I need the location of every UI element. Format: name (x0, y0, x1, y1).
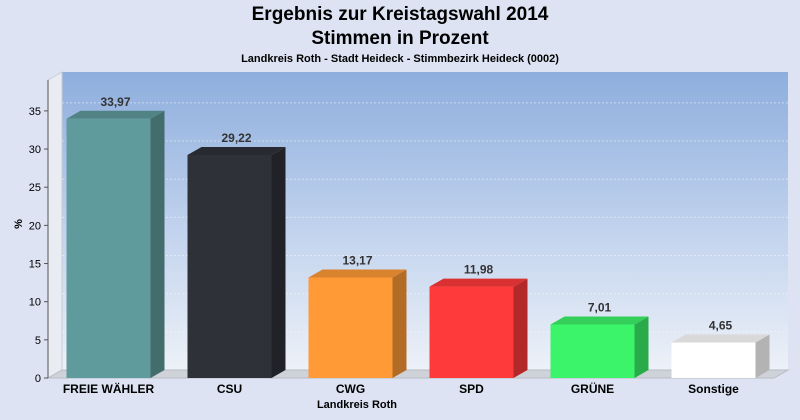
x-tick-label: GRÜNE (571, 381, 614, 396)
bar-grüne: 7,01 (550, 301, 649, 378)
plot-left-wall (47, 71, 63, 379)
bar-side (634, 316, 649, 378)
x-tick-label: SPD (459, 382, 484, 396)
bar-side (271, 147, 286, 378)
bar-side (755, 334, 770, 378)
y-axis: 0 5 10 15 20 25 30 35 (29, 80, 49, 385)
y-tick-label: 10 (29, 297, 41, 309)
plot-back-wall (62, 72, 788, 370)
value-label: 33,97 (100, 95, 130, 109)
bar-front (429, 286, 514, 378)
bar-sonstige: 4,65 (671, 319, 770, 378)
y-tick-label: 5 (35, 335, 41, 347)
y-axis-title: % (13, 219, 25, 229)
y-tick-label: 20 (29, 220, 41, 232)
bar-front (66, 118, 151, 379)
x-tick-label: Sonstige (688, 382, 739, 396)
bar-freie-wähler: 33,97 (66, 95, 165, 379)
y-tick-label: 15 (29, 259, 41, 271)
bar-top (187, 147, 286, 156)
y-tick-label: 30 (29, 144, 41, 156)
value-label: 29,22 (221, 131, 251, 145)
bar-top (308, 269, 407, 278)
y-tick-label: 0 (35, 373, 41, 385)
bar-csu: 29,22 (187, 131, 286, 378)
bar-spd: 11,98 (429, 263, 528, 378)
bar-front (671, 342, 756, 378)
y-tick-label: 35 (29, 106, 41, 118)
bar-front (187, 155, 272, 378)
bar-top (429, 278, 528, 287)
grid-lines (62, 102, 788, 333)
value-label: 13,17 (342, 253, 372, 267)
chart-title-line-1: Ergebnis zur Kreistagswahl 2014 (251, 4, 549, 25)
x-tick-label: CWG (336, 382, 365, 396)
x-tick-label: FREIE WÄHLER (63, 381, 155, 396)
bar-top (671, 334, 770, 343)
bar-front (308, 277, 393, 378)
chart-subtitle: Landkreis Roth - Stadt Heideck - Stimmbe… (241, 53, 559, 65)
bars: 33,97 29,22 13,17 11,98 7,01 4,65 (66, 95, 770, 379)
chart-title: Ergebnis zur Kreistagswahl 2014 Stimmen … (0, 3, 800, 51)
bar-top (550, 316, 649, 325)
y-tick-label: 25 (29, 182, 41, 194)
value-label: 7,01 (588, 301, 612, 315)
chart-title-line-2: Stimmen in Prozent (311, 28, 489, 49)
x-axis: FREIE WÄHLER CSU CWG SPD GRÜNE Sonstige (63, 381, 739, 396)
bar-side (513, 278, 528, 378)
bar-front (550, 324, 635, 378)
x-axis-title: Landkreis Roth (317, 399, 397, 411)
bar-side (392, 269, 407, 378)
value-label: 4,65 (709, 319, 733, 333)
bar-top (66, 110, 165, 119)
value-label: 11,98 (464, 263, 494, 277)
bar-cwg: 13,17 (308, 253, 407, 378)
x-tick-label: CSU (217, 382, 242, 396)
bar-side (150, 110, 165, 379)
